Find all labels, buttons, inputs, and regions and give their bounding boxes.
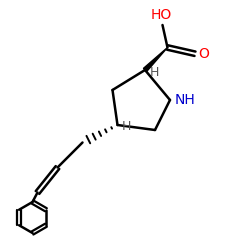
Text: NH: NH: [174, 93, 195, 107]
Text: O: O: [198, 47, 209, 61]
Polygon shape: [144, 48, 168, 72]
Text: H: H: [150, 66, 159, 78]
Text: HO: HO: [150, 8, 172, 22]
Text: H: H: [122, 120, 132, 133]
